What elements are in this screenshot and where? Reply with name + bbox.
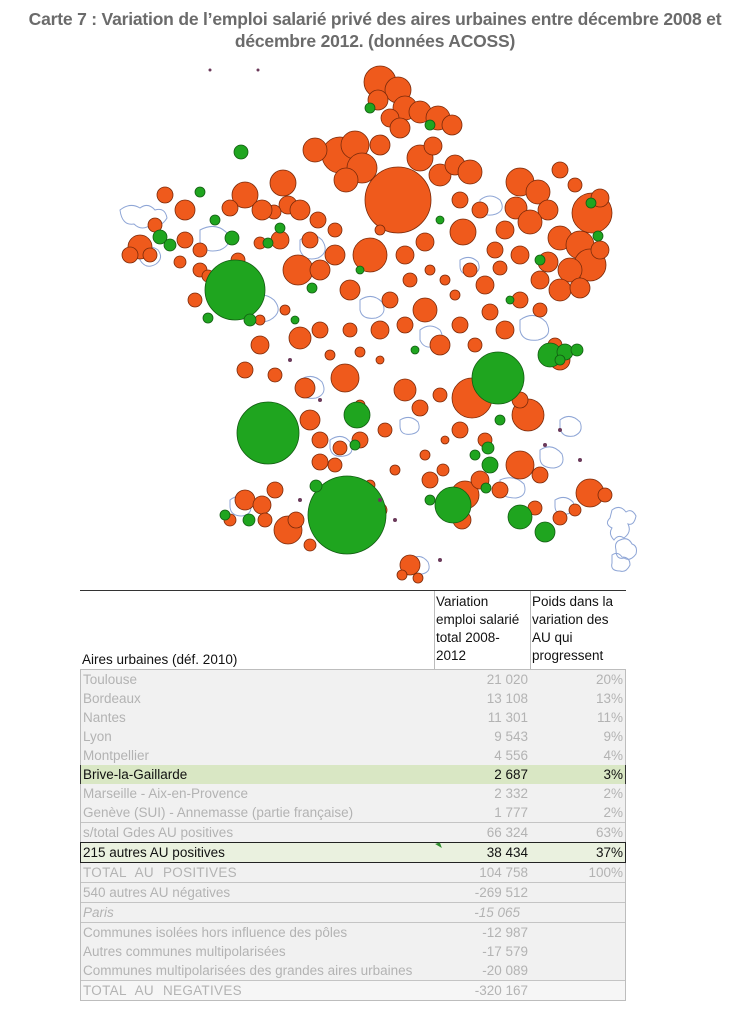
map-title: Carte 7 : Variation de l’emploi salarié … [0,8,750,52]
table-row: 540 autres AU négatives -269 512 [81,882,625,902]
table-row-subtotal: s/total Gdes AU positives 66 324 63% [81,822,625,842]
table-row-total-negative: TOTAL AU NEGATIVES -320 167 [81,980,625,1000]
table-row: Bordeaux 13 108 13% [83,691,623,706]
employment-variation-table: Aires urbaines (déf. 2010) Variation emp… [80,590,626,1001]
table-row: Autres communes multipolarisées -17 579 [83,944,528,959]
header-variation: Variation emploi salarié total 2008- 201… [436,594,520,663]
header-poids: Poids dans la variation des AU qui progr… [532,594,614,663]
positive-variation-bubbles [152,102,604,555]
table-row: Marseille - Aix-en-Provence 2 332 2% [83,786,623,801]
table-row: Communes isolées hors influence des pôle… [81,922,625,942]
table-row-total-positive: TOTAL AU POSITIVES 104 758 100% [83,865,623,880]
table-row: Montpellier 4 556 4% [83,748,623,763]
table-row: Lyon 9 543 9% [83,729,623,744]
negative-variation-bubbles [121,65,613,584]
title-line-1: Carte 7 : Variation de l’emploi salarié … [28,9,722,29]
table-row-highlighted: Brive-la-Gaillarde 2 687 3% [80,765,626,784]
table-row: Toulouse 21 020 20% [83,672,623,687]
table-header: Aires urbaines (déf. 2010) Variation emp… [80,590,626,669]
table-body: Toulouse 21 020 20% Bordeaux 13 108 13% … [80,669,626,1001]
france-bubble-map [100,58,670,588]
header-divider [434,591,435,669]
table-row: Nantes 11 301 11% [83,710,623,725]
header-divider [530,591,531,669]
table-row: Communes multipolarisées des grandes air… [83,963,528,978]
table-row-highlighted: 215 autres AU positives 38 434 37% [80,842,626,863]
header-aires-urbaines: Aires urbaines (déf. 2010) [82,652,238,667]
title-line-2: décembre 2012. (données ACOSS) [234,31,516,51]
map-svg [119,65,637,584]
table-row: Genève (SUI) - Annemasse (partie françai… [83,805,623,820]
tiny-dots [208,68,582,562]
table-row-paris: Paris -15 065 [81,902,625,922]
